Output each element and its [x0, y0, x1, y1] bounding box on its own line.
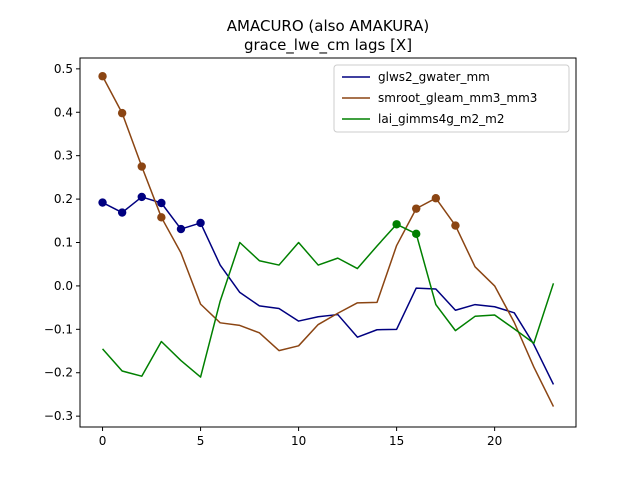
y-tick-label-7: −0.2 — [44, 366, 73, 380]
y-tick-label-8: −0.3 — [44, 409, 73, 423]
x-tick-label-3: 15 — [389, 434, 404, 448]
series-1-point-18 — [451, 221, 460, 230]
y-tick-label-0: 0.5 — [54, 62, 73, 76]
series-2-point-16 — [412, 229, 421, 239]
y-tick-label-2: 0.3 — [54, 149, 73, 163]
series-1-point-0 — [98, 72, 107, 81]
legend-label-2: lai_gimms4g_m2_m2 — [378, 112, 505, 126]
chart-title: AMACURO (also AMAKURA) — [227, 17, 429, 35]
series-0-point-5 — [196, 218, 205, 228]
series-1-point-16 — [412, 204, 421, 213]
series-0-point-0 — [98, 198, 107, 207]
y-tick-label-4: 0.1 — [54, 236, 73, 250]
series-0-point-2 — [137, 192, 146, 202]
y-tick-label-1: 0.4 — [54, 105, 73, 119]
series-line-2 — [101, 223, 555, 378]
series-0-point-3 — [157, 198, 166, 208]
series-1-point-1 — [117, 108, 127, 118]
legend: glws2_gwater_mm smroot_gleam_mm3_mm3 lai_g… — [333, 64, 570, 133]
x-tick-label-2: 10 — [291, 434, 306, 448]
series-1-point-17 — [431, 194, 441, 203]
series-0-point-1 — [117, 208, 127, 217]
series-2-point-15 — [392, 220, 401, 229]
series-0-point-4 — [176, 224, 186, 234]
x-tick-label-1: 5 — [197, 434, 205, 448]
series-1-point-3 — [157, 213, 166, 222]
series-line-0 — [102, 196, 555, 385]
chart-subtitle: grace_lwe_cm lags [X] — [244, 36, 412, 55]
y-tick-label-3: 0.2 — [54, 192, 73, 206]
series-layer — [98, 72, 555, 407]
legend-box — [333, 64, 570, 133]
y-tick-label-6: −0.1 — [44, 322, 73, 336]
series-1-point-2 — [137, 162, 146, 171]
x-tick-label-4: 20 — [487, 434, 502, 448]
legend-label-1: smroot_gleam_mm3_mm3 — [378, 91, 537, 105]
axes-layer: 0 5 10 15 20 0.5 0.4 0.3 0.2 0.1 0.0 −0.1 −0.2 −0.3 — [44, 57, 577, 448]
y-tick-label-5: 0.0 — [54, 279, 73, 293]
x-tick-label-0: 0 — [99, 434, 107, 448]
legend-label-0: glws2_gwater_mm — [378, 70, 490, 84]
series-line-1 — [101, 75, 555, 407]
